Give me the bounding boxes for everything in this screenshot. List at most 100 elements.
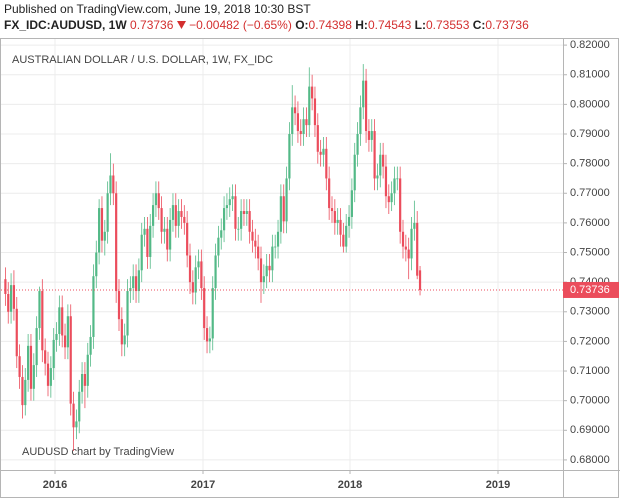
- low-value: 0.73553: [426, 18, 470, 32]
- candle-body: [339, 219, 342, 235]
- candle-body: [75, 421, 78, 428]
- candle-body: [305, 119, 308, 126]
- down-arrow: [176, 21, 186, 29]
- candle-body: [191, 282, 194, 293]
- candle-body: [399, 178, 402, 232]
- candle-body: [174, 205, 177, 226]
- close-value: 0.73736: [485, 18, 529, 32]
- candle-body: [416, 222, 419, 276]
- candle-body: [103, 231, 106, 241]
- candle-body: [29, 345, 33, 389]
- candle-body: [342, 234, 345, 247]
- high-label: H:: [355, 18, 368, 32]
- candle-body: [265, 265, 268, 277]
- candle-body: [89, 336, 92, 355]
- change: −0.00482 (−0.65%): [189, 18, 292, 32]
- candle-body: [72, 403, 75, 428]
- y-tick-label: 0.78000: [570, 158, 610, 170]
- candle-body: [188, 255, 192, 283]
- candle-body: [154, 193, 158, 206]
- symbol: FX_IDC:AUDUSD, 1W: [4, 18, 127, 32]
- y-tick-label: 0.75000: [570, 246, 610, 258]
- candle-body: [347, 216, 351, 226]
- last-price: 0.73736: [130, 18, 174, 32]
- candle-body: [32, 365, 35, 389]
- candle-body: [12, 285, 16, 309]
- y-tick-label: 0.77000: [570, 187, 610, 199]
- header: Published on TradingView.com, June 19, 2…: [4, 1, 529, 33]
- candle-body: [254, 240, 257, 247]
- candle-body: [291, 107, 294, 134]
- candle-body: [143, 228, 146, 235]
- candle-body: [234, 196, 237, 229]
- candle-body: [100, 208, 104, 241]
- candle-body: [200, 261, 203, 289]
- candle-body: [41, 291, 44, 351]
- low-label: L:: [414, 18, 426, 32]
- candle-body: [61, 307, 64, 336]
- candle-body: [387, 196, 390, 203]
- candle-body: [279, 196, 282, 232]
- candle-body: [194, 267, 197, 293]
- candle-body: [80, 374, 84, 392]
- candle-body: [319, 151, 322, 155]
- candle-body: [237, 228, 240, 230]
- y-tick-label: 0.73000: [570, 306, 610, 318]
- candle-body: [333, 211, 336, 223]
- candle-body: [27, 345, 30, 380]
- candle-body: [282, 196, 285, 222]
- candle-body: [316, 125, 319, 152]
- candle-body: [98, 208, 101, 253]
- candle-body: [24, 379, 27, 406]
- watermark: AUDUSD chart by TradingView: [22, 446, 174, 458]
- candle-body: [151, 205, 155, 226]
- candle-body: [296, 113, 300, 132]
- candle-body: [46, 363, 50, 386]
- candle-body: [311, 86, 314, 99]
- candle-body: [117, 291, 121, 320]
- candle-body: [285, 178, 288, 222]
- candle-body: [217, 237, 220, 256]
- candle-body: [78, 391, 81, 422]
- y-tick-label: 0.81000: [570, 69, 610, 81]
- candle-body: [83, 374, 87, 386]
- candle-body: [66, 316, 69, 348]
- candle-body: [245, 211, 248, 214]
- candle-body: [52, 339, 55, 369]
- candle-body: [268, 265, 271, 271]
- candle-body: [160, 208, 163, 232]
- candle-body: [112, 175, 115, 194]
- candle-body: [384, 166, 388, 197]
- candle-body: [373, 131, 376, 179]
- candle-body: [126, 291, 129, 336]
- last-price-box: [563, 281, 619, 298]
- last-price-label: 0.73736: [570, 284, 610, 296]
- y-tick-label: 0.71000: [570, 365, 610, 377]
- candle-body: [140, 234, 143, 271]
- candle-body: [58, 307, 61, 334]
- candle-body: [379, 154, 382, 176]
- candle-body: [69, 316, 72, 404]
- candle-body: [299, 131, 302, 134]
- candle-body: [274, 246, 277, 248]
- candle-body: [137, 270, 140, 292]
- candle-body: [276, 231, 280, 247]
- high-value: 0.74543: [367, 18, 412, 32]
- candle-body: [401, 231, 405, 247]
- candle-body: [225, 205, 229, 209]
- candle-body: [86, 354, 89, 386]
- candle-body: [63, 335, 67, 348]
- x-tick-label: 2016: [43, 479, 67, 491]
- y-tick-label: 0.79000: [570, 128, 610, 140]
- published: Published on TradingView.com, June 19, 2…: [4, 2, 311, 16]
- candle-body: [171, 205, 175, 220]
- candle-body: [308, 86, 311, 126]
- candle-body: [407, 249, 410, 259]
- candle-body: [271, 246, 274, 271]
- candle-body: [257, 246, 260, 259]
- candle-body: [183, 216, 186, 223]
- candle-body: [180, 211, 183, 217]
- candle-body: [92, 276, 95, 337]
- candle-body: [345, 225, 348, 247]
